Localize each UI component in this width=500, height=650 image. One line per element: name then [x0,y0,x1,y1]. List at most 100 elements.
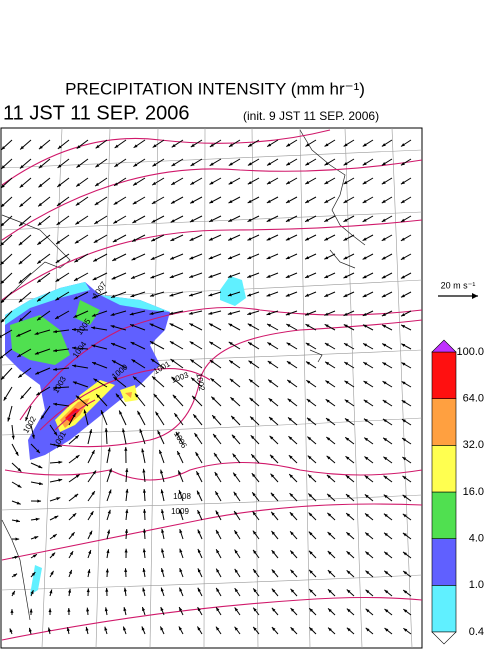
wind-arrowhead [382,381,387,385]
wind-arrowhead [18,317,23,322]
wind-arrowhead [253,626,257,631]
wind-arrowhead [271,569,276,574]
wind-arrowhead [85,626,89,631]
wind-arrowhead [160,626,164,631]
wind-arrowhead [194,433,198,437]
wind-arrowhead [227,311,232,315]
wind-arrowhead [309,627,314,632]
wind-arrowhead [37,260,42,264]
wind-arrowhead [171,181,176,185]
wind-arrowhead [364,456,369,460]
wind-arrowhead [113,377,118,381]
wind-arrowhead [14,555,19,559]
wind-arrowhead [247,274,252,278]
wind-arrowhead [345,437,350,441]
wind-arrowhead [56,240,60,245]
wind-arrowhead [31,434,35,439]
wind-arrowhead [96,394,100,398]
wind-arrowhead [149,293,154,297]
wind-arrowhead [76,164,81,168]
wind-arrowhead [365,627,370,632]
wind-arrowhead [343,199,348,203]
wind-arrowhead [190,181,195,185]
wind-arrowhead [228,162,233,166]
wind-arrowhead [53,402,58,406]
wind-arrowhead [401,381,406,385]
wind-arrowhead [215,510,219,515]
wind-arrowhead [160,489,164,494]
wind-arrowhead [86,607,90,612]
wind-arrowhead [189,323,194,327]
wind-arrowhead [94,220,99,224]
wind-arrowhead [381,180,386,185]
valid-time: 11 JST 11 SEP. 2006 [3,102,189,124]
wind-arrowhead [346,627,351,632]
wind-arrowhead [54,515,59,519]
wind-arrowhead [216,529,220,534]
wind-arrowhead [216,568,220,573]
wind-arrowhead [38,183,43,188]
wind-arrowhead [343,237,348,241]
wind-arrowhead [344,399,349,403]
wind-arrowhead [268,398,273,402]
wind-arrowhead [86,588,90,593]
wind-arrowhead [193,414,197,419]
wind-arrowhead [253,549,257,554]
wind-arrowhead [247,162,252,166]
wind-vectors [0,139,412,635]
wind-arrowhead [197,607,201,612]
wind-arrowhead [111,360,116,364]
wind-arrowhead [250,435,255,440]
wind-arrowhead [209,143,214,147]
wind-arrowhead [307,417,311,422]
wind-arrowhead [382,400,387,404]
wind-arrowhead [381,162,386,166]
wind-arrowhead [270,492,275,497]
wind-arrowhead [131,238,136,242]
wind-arrowhead [197,510,201,515]
wind-arrowhead [172,394,177,399]
wind-arrowhead [107,509,111,514]
wind-arrowhead [403,551,407,556]
init-time: (init. 9 JST 11 SEP. 2006) [243,109,379,123]
wind-arrowhead [135,393,139,398]
wind-arrowhead [95,163,100,168]
wind-arrowhead [55,278,60,282]
wind-arrowhead [400,275,405,279]
wind-arrowhead [190,143,195,148]
wind-arrowhead [363,418,368,423]
wind-arrowhead [124,568,128,573]
wind-arrowhead [132,219,137,223]
wind-arrowhead [228,323,233,327]
wind-arrowhead [305,324,310,328]
wind-arrowhead [286,180,291,185]
wind-arrowhead [247,218,252,222]
wind-arrowhead [305,256,310,260]
wind-arrowhead [234,607,239,612]
wind-arrowhead [248,379,253,383]
wind-arrowhead [0,318,5,323]
wind-arrowhead [401,324,406,328]
wind-arrowhead [383,513,388,518]
wind-arrowhead [0,242,5,246]
wind-arrowhead [381,143,386,147]
wind-arrowhead [0,222,5,227]
wind-arrowhead [403,609,408,613]
wind-arrowhead [149,323,154,327]
wind-arrowhead [115,393,120,398]
wind-arrowhead [19,184,24,188]
wind-arrowhead [365,589,370,594]
wind-arrowhead [114,144,119,149]
wind-arrowhead [234,549,238,554]
wind-arrowhead [155,411,159,416]
wind-arrowhead [38,145,43,150]
wind-arrowhead [19,222,23,227]
wind-arrowhead [48,608,52,613]
wind-arrowhead [269,435,274,440]
wind-arrowhead [228,237,233,241]
wind-arrowhead [253,569,257,573]
wind-arrowhead [142,548,146,553]
wind-arrowhead [308,531,313,536]
wind-arrowhead [35,517,40,521]
wind-arrowhead [90,511,94,516]
